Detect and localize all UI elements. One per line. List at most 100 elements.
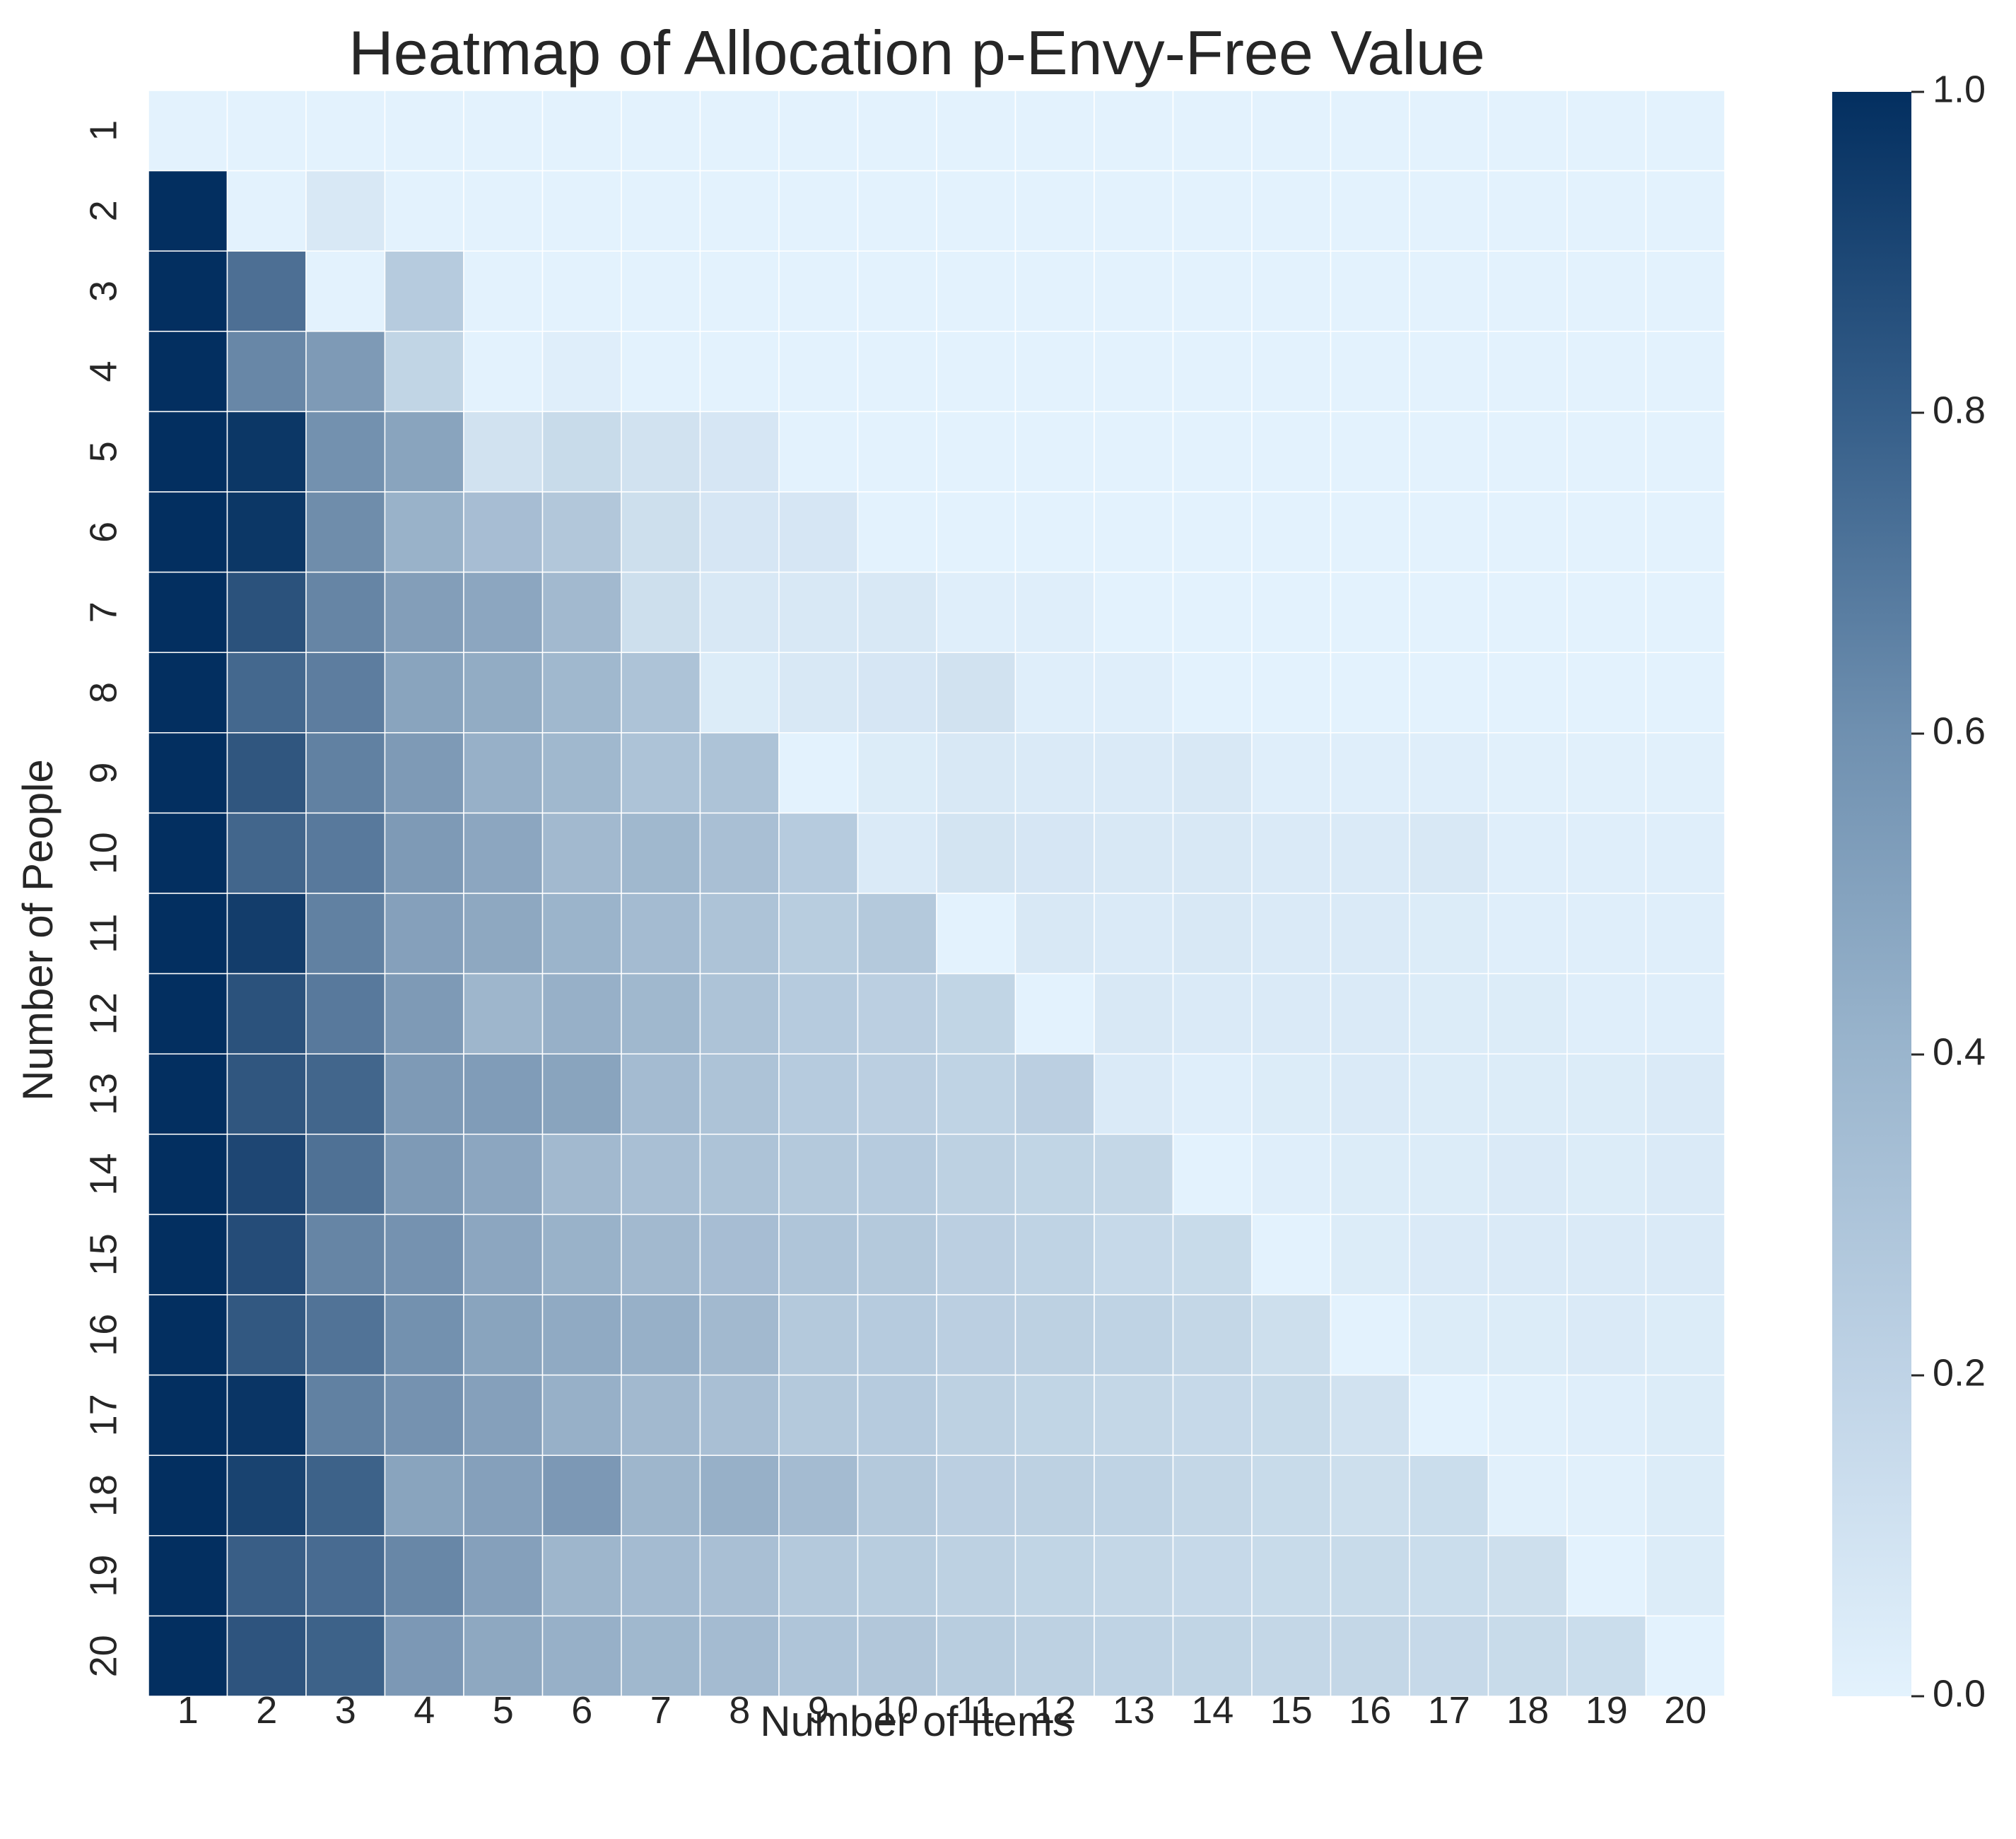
heatmap-cell — [1251, 571, 1332, 653]
heatmap-cell — [305, 331, 386, 413]
heatmap-cell — [1251, 331, 1332, 413]
heatmap-cell — [1330, 973, 1410, 1054]
heatmap-cell — [857, 1374, 937, 1456]
heatmap-cell — [148, 973, 228, 1054]
heatmap-cell — [541, 1455, 622, 1537]
heatmap-cell — [1094, 893, 1174, 975]
heatmap-cell — [148, 1134, 228, 1216]
heatmap-cell — [1566, 1134, 1647, 1216]
heatmap-cell — [541, 1535, 622, 1617]
heatmap-cell — [778, 1374, 859, 1456]
heatmap-cell — [463, 652, 544, 734]
heatmap-cell — [541, 1134, 622, 1216]
heatmap-cell — [1014, 1214, 1095, 1295]
heatmap-cell — [857, 571, 937, 653]
y-tick-label: 11 — [82, 914, 124, 953]
heatmap-cell — [936, 571, 1016, 653]
heatmap-cell — [1172, 812, 1253, 894]
heatmap-cell — [1094, 1053, 1174, 1135]
heatmap-cell — [1330, 491, 1410, 573]
heatmap-cell — [1645, 973, 1725, 1054]
heatmap-cell — [1014, 491, 1095, 573]
heatmap-cell — [699, 1374, 780, 1456]
y-tick-label: 7 — [82, 601, 124, 623]
heatmap-cell — [936, 1134, 1016, 1216]
heatmap-cell — [463, 571, 544, 653]
heatmap-cell — [1172, 170, 1253, 252]
heatmap-cell — [1330, 1294, 1410, 1376]
heatmap-cell — [1566, 1455, 1647, 1537]
heatmap-cell — [778, 1455, 859, 1537]
heatmap-cell — [1014, 90, 1095, 172]
heatmap-cell — [305, 1214, 386, 1295]
colorbar-tick-label: 0.2 — [1933, 1351, 1986, 1394]
heatmap-cell — [621, 1374, 701, 1456]
heatmap-cell — [1566, 331, 1647, 413]
heatmap-cell — [699, 411, 780, 493]
heatmap-cell — [148, 331, 228, 413]
heatmap-cell — [1094, 90, 1174, 172]
heatmap-cell — [1094, 331, 1174, 413]
heatmap-cell — [384, 1053, 464, 1135]
heatmap-cell — [305, 652, 386, 734]
heatmap-cell — [384, 893, 464, 975]
heatmap-cell — [1566, 973, 1647, 1054]
heatmap-cell — [1645, 331, 1725, 413]
heatmap-cell — [1251, 1615, 1332, 1697]
heatmap-cell — [305, 1053, 386, 1135]
x-tick-label: 8 — [729, 1689, 750, 1732]
heatmap-cell — [621, 90, 701, 172]
heatmap-cell — [1172, 250, 1253, 332]
heatmap-cell — [1251, 893, 1332, 975]
heatmap-cell — [699, 812, 780, 894]
y-tick-label: 19 — [82, 1555, 124, 1597]
heatmap-cell — [1251, 1134, 1332, 1216]
x-tick-label: 10 — [876, 1689, 918, 1732]
heatmap-cell — [148, 411, 228, 493]
x-tick-label: 6 — [571, 1689, 592, 1732]
heatmap-cell — [1172, 491, 1253, 573]
heatmap-cell — [1172, 732, 1253, 814]
heatmap-cell — [1487, 652, 1568, 734]
x-tick-label: 13 — [1113, 1689, 1155, 1732]
heatmap-cell — [621, 170, 701, 252]
heatmap-cell — [148, 1294, 228, 1376]
heatmap-cell — [1409, 1615, 1489, 1697]
heatmap-cell — [541, 1214, 622, 1295]
heatmap-cell — [936, 1535, 1016, 1617]
heatmap-cell — [541, 1294, 622, 1376]
heatmap-cell — [778, 1134, 859, 1216]
heatmap-cell — [1409, 170, 1489, 252]
heatmap-cell — [621, 973, 701, 1054]
heatmap-cell — [384, 1374, 464, 1456]
heatmap-cell — [857, 90, 937, 172]
heatmap-cell — [936, 812, 1016, 894]
heatmap-cell — [1645, 1053, 1725, 1135]
heatmap-cell — [936, 893, 1016, 975]
heatmap-cell — [1487, 732, 1568, 814]
heatmap-cell — [1251, 1294, 1332, 1376]
heatmap-cell — [1014, 732, 1095, 814]
heatmap-cell — [541, 973, 622, 1054]
heatmap-cell — [148, 1455, 228, 1537]
chart-title: Heatmap of Allocation p-Envy-Free Value — [348, 18, 1485, 88]
heatmap-cell — [541, 1374, 622, 1456]
colorbar-tick-label: 0.4 — [1933, 1030, 1986, 1073]
heatmap-cell — [384, 491, 464, 573]
heatmap-cell — [1409, 893, 1489, 975]
x-tick-label: 2 — [256, 1689, 277, 1732]
heatmap-cell — [621, 1214, 701, 1295]
heatmap-cell — [384, 90, 464, 172]
heatmap-cell — [1566, 812, 1647, 894]
y-tick-label: 9 — [82, 763, 124, 784]
heatmap-cell — [226, 1374, 307, 1456]
heatmap-cell — [778, 732, 859, 814]
heatmap-cell — [305, 90, 386, 172]
y-tick-label: 15 — [82, 1233, 124, 1276]
heatmap-cell — [1566, 893, 1647, 975]
heatmap-cell — [1251, 170, 1332, 252]
heatmap-cell — [384, 250, 464, 332]
heatmap-cell — [148, 652, 228, 734]
heatmap-cell — [1251, 1374, 1332, 1456]
